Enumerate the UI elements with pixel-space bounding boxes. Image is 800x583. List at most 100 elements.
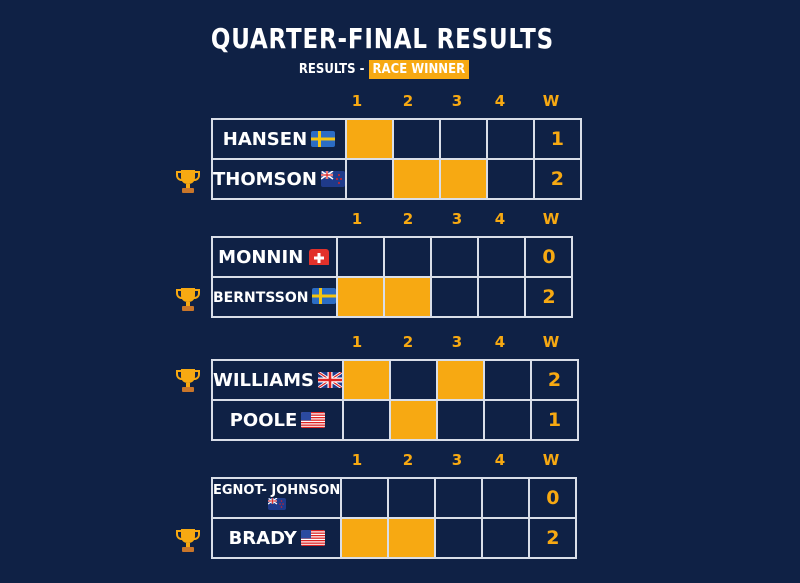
race-3-cell [434, 477, 484, 519]
race-4-cell [477, 236, 527, 278]
competitor-row: EGNOT- JOHNSON 0 [210, 477, 578, 519]
new-zealand-flag-icon [267, 498, 286, 510]
competitor-name: BERNTSSON [213, 290, 309, 306]
match-grid: HANSEN 1 THOMSON 2 [211, 118, 582, 200]
subtitle-prefix: RESULTS - [298, 62, 365, 77]
race-1-cell [340, 477, 390, 519]
race-1-cell [342, 359, 391, 401]
competitor-name-cell: MONNIN [210, 236, 339, 278]
wins-count: 2 [524, 276, 574, 318]
race-4-cell [481, 517, 531, 559]
competitor-name-cell: EGNOT- JOHNSON [210, 477, 343, 519]
race-1-cell [344, 158, 394, 200]
match-grid: MONNIN 0 BERNTSSON 2 [210, 236, 574, 318]
column-header-w: W [542, 451, 560, 469]
united-states-flag-icon [301, 411, 326, 428]
trophy-icon [174, 167, 202, 195]
competitor-name: THOMSON [213, 168, 317, 190]
column-header-1: 1 [351, 333, 363, 351]
subtitle: RESULTS - RACE WINNER [0, 60, 768, 79]
column-header-w: W [542, 333, 560, 351]
column-header-w: W [542, 210, 560, 228]
race-1-cell [336, 276, 386, 318]
race-1-cell [344, 118, 394, 160]
competitor-name: EGNOT- JOHNSON [213, 483, 341, 498]
competitor-name: WILLIAMS [213, 369, 314, 391]
race-winner-legend: RACE WINNER [368, 60, 470, 79]
competitor-name: BRADY [228, 527, 297, 549]
race-4-cell [485, 118, 535, 160]
new-zealand-flag-icon [320, 170, 345, 187]
match-grid: EGNOT- JOHNSON 0 BRADY 2 [210, 477, 578, 559]
column-header-4: 4 [494, 451, 506, 469]
competitor-row: WILLIAMS 2 [211, 359, 579, 401]
race-3-cell [434, 517, 484, 559]
race-2-cell [387, 517, 437, 559]
united-kingdom-flag-icon [318, 371, 342, 388]
wins-count: 2 [530, 359, 579, 401]
race-1-cell [340, 517, 390, 559]
competitor-name: MONNIN [218, 246, 304, 268]
column-header-1: 1 [351, 451, 363, 469]
competitor-name-cell: WILLIAMS [211, 359, 344, 401]
competitor-row: MONNIN 0 [210, 236, 574, 278]
competitor-row: POOLE 1 [211, 399, 579, 441]
competitor-row: BRADY 2 [210, 517, 578, 559]
column-header-3: 3 [451, 210, 463, 228]
wins-count: 0 [524, 236, 574, 278]
trophy-icon [174, 366, 202, 394]
column-header-4: 4 [494, 333, 506, 351]
competitor-name-cell: HANSEN [211, 118, 347, 160]
wins-count: 0 [528, 477, 578, 519]
page-title: QUARTER-FINAL RESULTS [210, 22, 554, 55]
race-4-cell [485, 158, 535, 200]
race-2-cell [389, 399, 438, 441]
race-1-cell [342, 399, 391, 441]
sweden-flag-icon [311, 130, 336, 147]
column-header-4: 4 [494, 210, 506, 228]
united-states-flag-icon [300, 529, 325, 546]
competitor-row: BERNTSSON 2 [210, 276, 574, 318]
race-3-cell [436, 359, 485, 401]
column-header-1: 1 [351, 92, 363, 110]
column-header-3: 3 [451, 333, 463, 351]
competitor-name-cell: BRADY [210, 517, 343, 559]
column-header-3: 3 [451, 92, 463, 110]
sweden-flag-icon [312, 288, 337, 304]
column-header-2: 2 [402, 92, 414, 110]
trophy-icon [174, 526, 202, 554]
race-2-cell [383, 276, 433, 318]
wins-count: 2 [532, 158, 582, 200]
race-3-cell [436, 399, 485, 441]
race-3-cell [430, 276, 480, 318]
wins-count: 1 [532, 118, 582, 160]
column-header-4: 4 [494, 92, 506, 110]
column-header-w: W [542, 92, 560, 110]
race-4-cell [483, 399, 532, 441]
race-2-cell [391, 118, 441, 160]
competitor-name: HANSEN [222, 128, 308, 150]
race-4-cell [481, 477, 531, 519]
race-3-cell [438, 118, 488, 160]
column-header-2: 2 [402, 210, 414, 228]
race-4-cell [477, 276, 527, 318]
column-header-1: 1 [351, 210, 363, 228]
competitor-row: THOMSON 2 [211, 158, 582, 200]
race-2-cell [383, 236, 433, 278]
competitor-name-cell: BERNTSSON [210, 276, 339, 318]
competitor-name: POOLE [229, 409, 298, 431]
wins-count: 1 [530, 399, 579, 441]
competitor-name-cell: POOLE [211, 399, 344, 441]
competitor-name-cell: THOMSON [211, 158, 347, 200]
race-2-cell [387, 477, 437, 519]
match-grid: WILLIAMS 2 POOLE 1 [211, 359, 579, 441]
wins-count: 2 [528, 517, 578, 559]
race-2-cell [391, 158, 441, 200]
race-3-cell [438, 158, 488, 200]
race-1-cell [336, 236, 386, 278]
column-header-2: 2 [402, 451, 414, 469]
race-4-cell [483, 359, 532, 401]
competitor-row: HANSEN 1 [211, 118, 582, 160]
trophy-icon [174, 285, 202, 313]
column-header-2: 2 [402, 333, 414, 351]
